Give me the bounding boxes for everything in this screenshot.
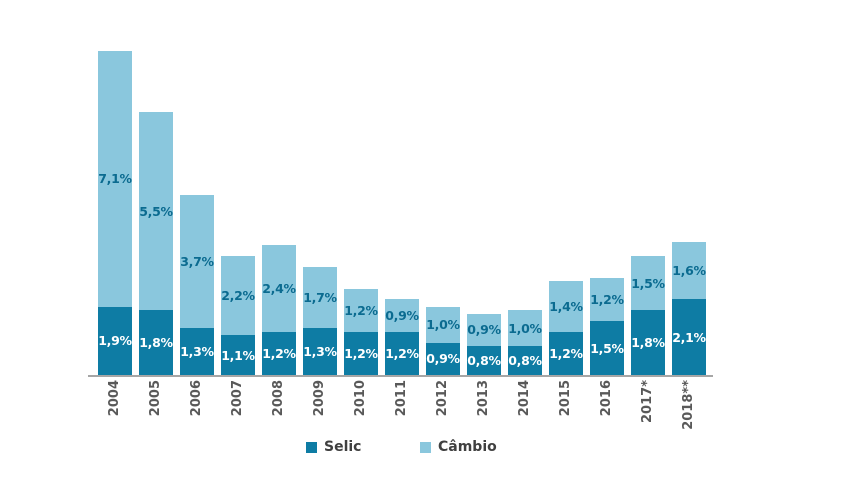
bar-value-label-cambio: 1,2%	[590, 291, 624, 307]
bar-segment-cambio-2013: 0,9%	[467, 313, 501, 347]
bar-segment-selic-2006: 1,3%	[180, 328, 214, 375]
x-axis-label-2007: 2007	[230, 380, 245, 417]
bar-value-label-selic: 1,3%	[180, 344, 214, 360]
bar-value-label-selic: 0,8%	[508, 353, 542, 369]
legend-swatch-cambio	[420, 441, 431, 453]
legend-item-selic: Selic	[306, 439, 361, 455]
bar-segment-selic-2010: 1,2%	[344, 331, 378, 375]
bar-value-label-selic: 1,9%	[98, 333, 132, 349]
bar-value-label-cambio: 1,0%	[426, 317, 460, 333]
bar-segment-selic-2005: 1,8%	[139, 310, 173, 375]
bar-value-label-selic: 1,8%	[139, 335, 173, 351]
legend-label-selic: Selic	[324, 439, 362, 455]
bar-segment-cambio-2008: 2,4%	[262, 245, 296, 332]
legend-item-cambio: Câmbio	[420, 439, 497, 455]
bar-value-label-selic: 1,5%	[590, 340, 624, 356]
x-axis-label-2005: 2005	[148, 380, 163, 417]
x-axis-label-2016: 2016	[599, 380, 614, 417]
bar-segment-cambio-2018: 1,6%	[672, 241, 706, 300]
bar-value-label-cambio: 1,5%	[631, 275, 665, 291]
bar-segment-cambio-2009: 1,7%	[303, 267, 337, 329]
x-axis-label-2015: 2015	[558, 380, 573, 417]
bar-value-label-selic: 2,1%	[672, 329, 706, 345]
bar-value-label-selic: 1,2%	[549, 345, 583, 361]
x-axis-label-2011: 2011	[394, 380, 409, 417]
bar-value-label-cambio: 1,4%	[549, 299, 583, 315]
bar-segment-selic-2011: 1,2%	[385, 331, 419, 375]
bar-value-label-cambio: 2,4%	[262, 281, 296, 297]
bar-segment-selic-2015: 1,2%	[549, 331, 583, 375]
bar-segment-cambio-2006: 3,7%	[180, 195, 214, 329]
x-axis-label-2006: 2006	[189, 380, 204, 417]
bar-segment-selic-2014: 0,8%	[508, 346, 542, 375]
bar-segment-cambio-2015: 1,4%	[549, 281, 583, 332]
bar-value-label-cambio: 7,1%	[98, 171, 132, 187]
bar-segment-selic-2017: 1,8%	[631, 310, 665, 375]
bar-segment-cambio-2014: 1,0%	[508, 310, 542, 347]
x-axis-label-2004: 2004	[107, 380, 122, 417]
bar-segment-cambio-2004: 7,1%	[98, 51, 132, 307]
x-axis-label-2014: 2014	[517, 380, 532, 417]
bar-value-label-selic: 0,8%	[467, 353, 501, 369]
bar-segment-cambio-2017: 1,5%	[631, 256, 665, 311]
bar-segment-selic-2004: 1,9%	[98, 306, 132, 375]
x-axis-label-2017: 2017*	[640, 380, 655, 423]
bar-segment-cambio-2012: 1,0%	[426, 306, 460, 343]
bar-segment-cambio-2010: 1,2%	[344, 288, 378, 332]
bar-segment-selic-2009: 1,3%	[303, 328, 337, 375]
bar-value-label-selic: 1,1%	[221, 347, 255, 363]
bar-value-label-cambio: 1,6%	[672, 263, 706, 279]
bar-value-label-cambio: 5,5%	[139, 203, 173, 219]
bar-segment-selic-2007: 1,1%	[221, 335, 255, 375]
bar-segment-selic-2013: 0,8%	[467, 346, 501, 375]
bar-value-label-selic: 0,9%	[426, 351, 460, 367]
bar-value-label-cambio: 1,2%	[344, 302, 378, 318]
bar-segment-selic-2016: 1,5%	[590, 321, 624, 375]
bar-value-label-cambio: 0,9%	[385, 308, 419, 324]
bar-value-label-selic: 1,8%	[631, 335, 665, 351]
legend-label-cambio: Câmbio	[438, 439, 497, 455]
bar-value-label-selic: 1,2%	[385, 345, 419, 361]
bar-value-label-cambio: 1,0%	[508, 320, 542, 336]
legend-swatch-selic	[306, 441, 317, 453]
x-axis-label-2008: 2008	[271, 380, 286, 417]
bar-segment-cambio-2011: 0,9%	[385, 299, 419, 332]
bar-value-label-cambio: 2,2%	[221, 288, 255, 304]
bar-value-label-cambio: 1,7%	[303, 290, 337, 306]
bar-segment-cambio-2007: 2,2%	[221, 256, 255, 336]
bar-value-label-selic: 1,2%	[262, 345, 296, 361]
bar-value-label-selic: 1,3%	[303, 344, 337, 360]
x-axis-label-2018: 2018**	[681, 380, 696, 430]
x-axis-line	[88, 375, 713, 377]
bar-segment-selic-2008: 1,2%	[262, 331, 296, 375]
bar-segment-selic-2018: 2,1%	[672, 299, 706, 375]
bar-value-label-selic: 1,2%	[344, 345, 378, 361]
bar-value-label-cambio: 0,9%	[467, 322, 501, 338]
bar-segment-cambio-2016: 1,2%	[590, 277, 624, 321]
bar-segment-selic-2012: 0,9%	[426, 342, 460, 375]
bar-segment-cambio-2005: 5,5%	[139, 112, 173, 311]
bar-value-label-cambio: 3,7%	[180, 254, 214, 270]
